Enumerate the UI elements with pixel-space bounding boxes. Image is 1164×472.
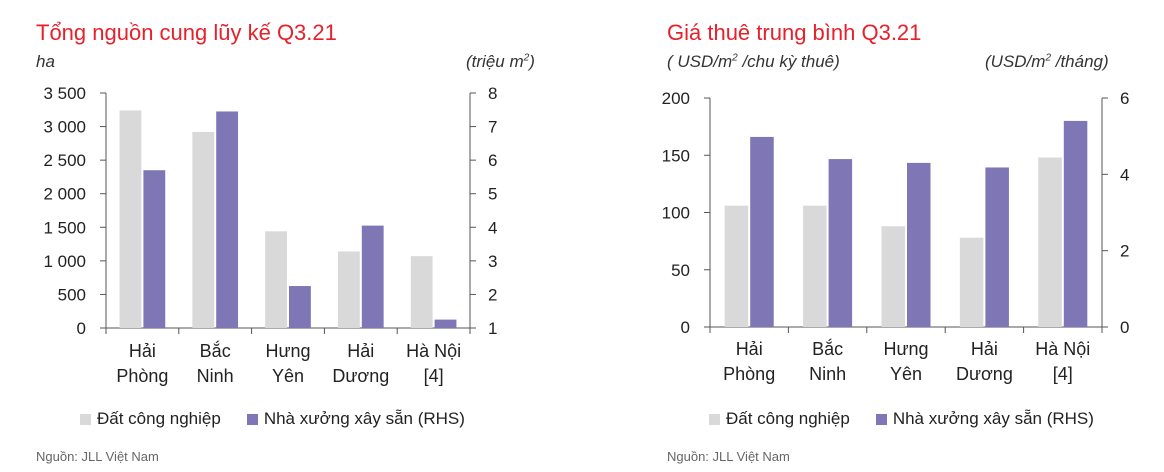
right-tick-label: 8 xyxy=(488,84,497,103)
bar-land xyxy=(410,256,433,328)
category-label: Phòng xyxy=(116,366,168,386)
supply-chart-panel: Tổng nguồn cung lũy kế Q3.21 ha (triệu m… xyxy=(36,20,535,464)
right-tick-label: 3 xyxy=(488,252,497,271)
legend-swatch-factory xyxy=(246,413,258,425)
right-tick-label: 2 xyxy=(488,285,497,304)
legend-item-land: Đất công nghiệp xyxy=(709,409,850,429)
bar-factory xyxy=(289,286,311,328)
bar-factory xyxy=(216,111,239,328)
left-tick-label: 1 500 xyxy=(43,218,86,237)
bar-factory xyxy=(907,162,931,327)
category-label: [4] xyxy=(1053,364,1073,384)
category-label: Ninh xyxy=(809,364,846,384)
legend-item-factory: Nhà xưởng xây sẵn (RHS) xyxy=(875,409,1094,429)
right-axis-unit: (triệu m2) xyxy=(466,52,535,71)
chart-legend: Đất công nghiệp Nhà xưởng xây sẵn (RHS) xyxy=(709,409,1120,429)
bar-land xyxy=(1038,157,1062,327)
chart-legend: Đất công nghiệp Nhà xưởng xây sẵn (RHS) xyxy=(80,409,491,429)
left-tick-label: 2 500 xyxy=(43,151,86,170)
category-label: Bắc xyxy=(812,338,843,359)
category-label: Hải xyxy=(736,339,763,359)
left-tick-label: 200 xyxy=(662,89,690,108)
bar-factory xyxy=(361,225,384,328)
right-tick-label: 2 xyxy=(1120,242,1129,261)
left-tick-label: 2 000 xyxy=(43,185,86,204)
left-tick-label: 500 xyxy=(58,285,86,304)
category-label: Hà Nội xyxy=(406,341,461,361)
category-label: Phòng xyxy=(723,364,775,384)
right-tick-label: 6 xyxy=(488,151,497,170)
right-tick-label: 5 xyxy=(488,185,497,204)
bar-land xyxy=(119,110,142,328)
legend-swatch-land xyxy=(709,413,720,425)
rent-bar-chart: 0 50 100 150 200 0 2 4 6 Hải Phòng Bắc Ninh Hưng Yên Hả… xyxy=(662,89,1130,384)
legend-item-factory: Nhà xưởng xây sẵn (RHS) xyxy=(246,409,465,429)
category-label: Yên xyxy=(272,366,304,386)
category-label: Hải xyxy=(129,341,156,361)
left-tick-label: 50 xyxy=(671,261,690,280)
right-tick-label: 4 xyxy=(1120,165,1129,184)
left-tick-label: 3 000 xyxy=(43,118,86,137)
left-tick-label: 3 500 xyxy=(43,84,86,103)
category-label: Bắc xyxy=(200,340,231,361)
bar-factory xyxy=(828,159,853,327)
source-note: Nguồn: JLL Việt Nam xyxy=(667,449,790,464)
right-axis-unit: (USD/m2 /tháng) xyxy=(985,52,1109,71)
rent-chart-panel: Giá thuê trung bình Q3.21 ( USD/m2 /chu … xyxy=(582,0,1164,472)
bar-factory xyxy=(750,136,774,327)
legend-item-land: Đất công nghiệp xyxy=(80,409,221,429)
left-tick-label: 1 000 xyxy=(43,252,86,271)
legend-swatch-land xyxy=(80,413,91,425)
left-tick-label: 0 xyxy=(77,319,86,338)
category-label: Dương xyxy=(332,366,389,386)
left-axis-unit: ( USD/m2 /chu kỳ thuê) xyxy=(667,52,840,71)
left-axis-unit: ha xyxy=(36,52,55,71)
category-label: Hưng xyxy=(883,339,928,359)
bar-land xyxy=(265,231,287,328)
left-tick-label: 100 xyxy=(662,204,690,223)
bar-factory xyxy=(434,319,457,328)
category-label: Hà Nội xyxy=(1035,339,1090,359)
bar-land xyxy=(724,205,749,327)
right-tick-label: 4 xyxy=(488,218,497,237)
bar-factory xyxy=(985,167,1009,327)
bar-factory xyxy=(1063,120,1088,328)
bar-land xyxy=(192,131,215,328)
chart-title: Tổng nguồn cung lũy kế Q3.21 xyxy=(36,20,337,45)
bar-land xyxy=(959,237,984,327)
bar-factory xyxy=(143,170,166,328)
left-tick-label: 0 xyxy=(681,318,690,337)
bar-land xyxy=(337,251,360,328)
right-tick-label: 1 xyxy=(488,319,497,338)
source-note: Nguồn: JLL Việt Nam xyxy=(36,449,159,464)
right-tick-label: 0 xyxy=(1120,318,1129,337)
bar-land xyxy=(803,205,827,327)
category-label: Hải xyxy=(971,339,998,359)
category-label: [4] xyxy=(424,366,444,386)
category-label: Yên xyxy=(890,364,922,384)
right-tick-label: 7 xyxy=(488,118,497,137)
category-label: Dương xyxy=(956,364,1013,384)
supply-bar-chart: 0 500 1 000 1 500 2 000 2 500 3 000 3 500 1 2 3 4 5 6… xyxy=(43,84,497,386)
right-tick-label: 6 xyxy=(1120,89,1129,108)
category-label: Hải xyxy=(347,341,374,361)
chart-title: Giá thuê trung bình Q3.21 xyxy=(667,20,922,45)
category-label: Ninh xyxy=(197,366,234,386)
category-label: Hưng xyxy=(265,341,310,361)
bar-land xyxy=(881,226,905,327)
legend-swatch-factory xyxy=(875,413,887,425)
left-tick-label: 150 xyxy=(662,146,690,165)
